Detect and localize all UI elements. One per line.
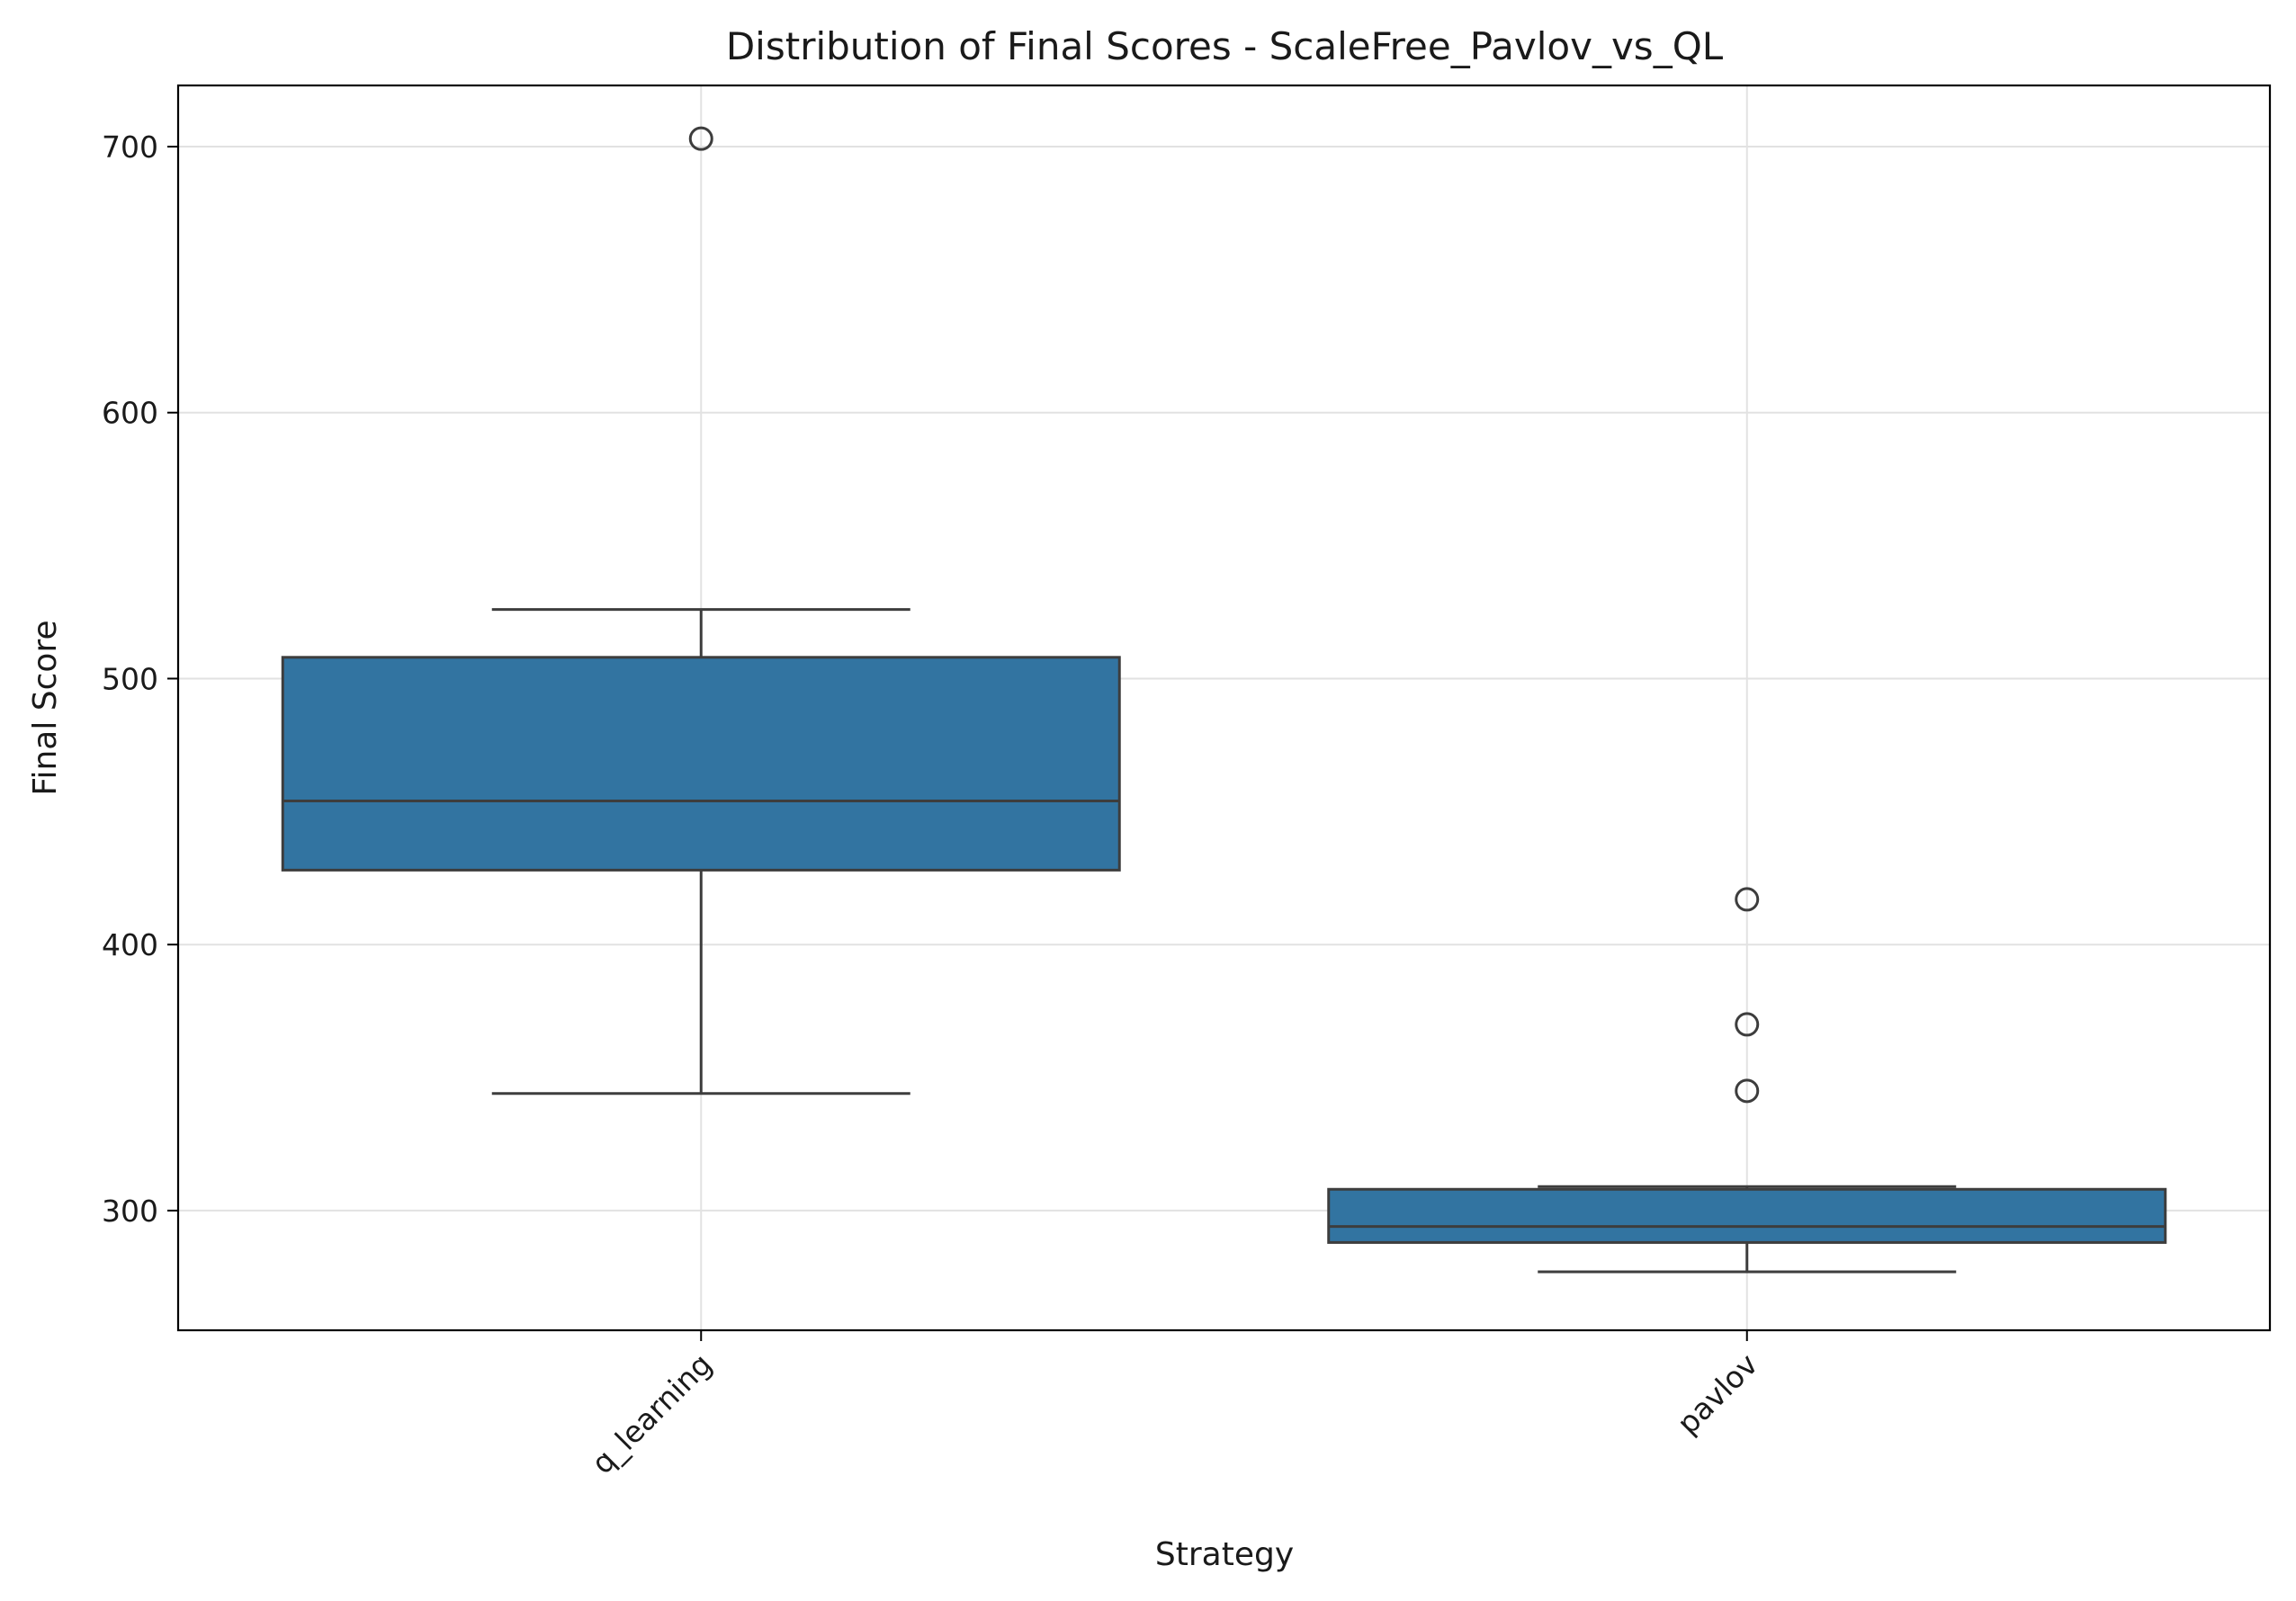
plot-area-frame (176, 84, 2272, 1332)
box-plots (281, 126, 2167, 1274)
outlier-point-pavlov-2 (1735, 1078, 1760, 1104)
chart-title: Distribution of Final Scores - ScaleFree… (726, 24, 1724, 68)
y-tick-label-700: 700 (102, 130, 158, 165)
outlier-point-pavlov-1 (1735, 1012, 1760, 1037)
y-axis: 300 400 500 600 700 (102, 130, 178, 1229)
outlier-point-pavlov-0 (1735, 887, 1760, 912)
y-tick-label-300: 300 (102, 1194, 158, 1229)
outlier-point-q_learning-0 (688, 126, 713, 151)
iqr-box-pavlov (1327, 1187, 2167, 1244)
y-tick-label-400: 400 (102, 927, 158, 962)
y-axis-label: Final Score (27, 620, 64, 795)
y-tick-label-600: 600 (102, 396, 158, 431)
iqr-box-q_learning (281, 656, 1121, 872)
x-axis-label: Strategy (1155, 1536, 1294, 1573)
box-pavlov (1327, 887, 2167, 1274)
box-q_learning (281, 126, 1121, 1096)
y-tick-label-500: 500 (102, 661, 158, 696)
